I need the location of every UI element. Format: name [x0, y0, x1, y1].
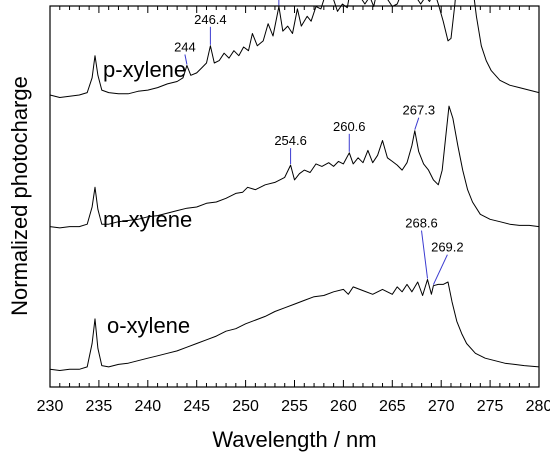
- x-tick-label: 235: [86, 398, 113, 415]
- peak-label: 268.6: [405, 216, 438, 231]
- peak-label: 267.3: [403, 103, 436, 118]
- x-axis-title: Wavelength / nm: [212, 427, 376, 452]
- x-tick-label: 245: [183, 398, 210, 415]
- peak-leader-line: [414, 117, 420, 130]
- peak-label: 260.6: [333, 119, 366, 134]
- series-labels: p-xylene m-xylene o-xylene: [103, 57, 192, 338]
- peak-label: 246.4: [194, 12, 227, 27]
- x-tick-label: 230: [37, 398, 64, 415]
- series-group: [49, 0, 540, 371]
- peak-leader-line: [184, 54, 188, 65]
- x-tick-label: 270: [428, 398, 455, 415]
- peak-leader-line: [421, 230, 429, 279]
- p-xylene-label: p-xylene: [103, 57, 186, 82]
- x-axis-tick-labels: 230 235 240 245 250 255 260 265 270 275 280: [37, 398, 550, 415]
- o-xylene-spectrum: [49, 279, 540, 371]
- x-tick-label: 265: [379, 398, 406, 415]
- peak-label: 254.6: [274, 133, 307, 148]
- o-xylene-label: o-xylene: [107, 313, 190, 338]
- x-tick-label: 275: [477, 398, 504, 415]
- x-axis-ticks: [49, 6, 540, 387]
- peak-annotations: 244246.4253.4272.3254.6260.6267.3268.626…: [174, 0, 464, 285]
- peak-leader-line: [432, 254, 448, 285]
- x-tick-label: 250: [232, 398, 259, 415]
- peak-label: 269.2: [431, 240, 464, 255]
- peak-label: 244: [174, 40, 196, 55]
- m-xylene-label: m-xylene: [103, 207, 192, 232]
- y-axis-title: Normalized photocharge: [7, 76, 32, 316]
- x-tick-label: 240: [134, 398, 161, 415]
- x-tick-label: 260: [330, 398, 357, 415]
- p-xylene-spectrum: [49, 0, 540, 98]
- x-tick-label: 255: [281, 398, 308, 415]
- x-tick-label: 280: [526, 398, 550, 415]
- m-xylene-spectrum: [49, 105, 540, 229]
